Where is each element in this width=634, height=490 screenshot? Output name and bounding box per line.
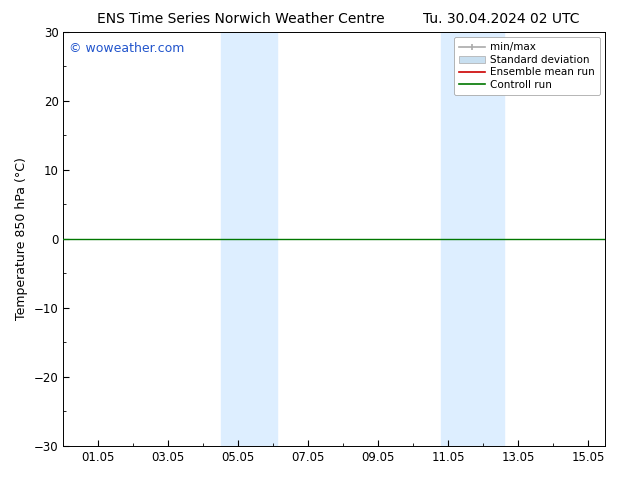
Text: ENS Time Series Norwich Weather Centre: ENS Time Series Norwich Weather Centre xyxy=(97,12,385,26)
Text: Tu. 30.04.2024 02 UTC: Tu. 30.04.2024 02 UTC xyxy=(423,12,579,26)
Y-axis label: Temperature 850 hPa (°C): Temperature 850 hPa (°C) xyxy=(15,157,29,320)
Text: © woweather.com: © woweather.com xyxy=(69,42,184,55)
Legend: min/max, Standard deviation, Ensemble mean run, Controll run: min/max, Standard deviation, Ensemble me… xyxy=(454,37,600,95)
Bar xyxy=(221,32,276,446)
Bar xyxy=(441,32,504,446)
